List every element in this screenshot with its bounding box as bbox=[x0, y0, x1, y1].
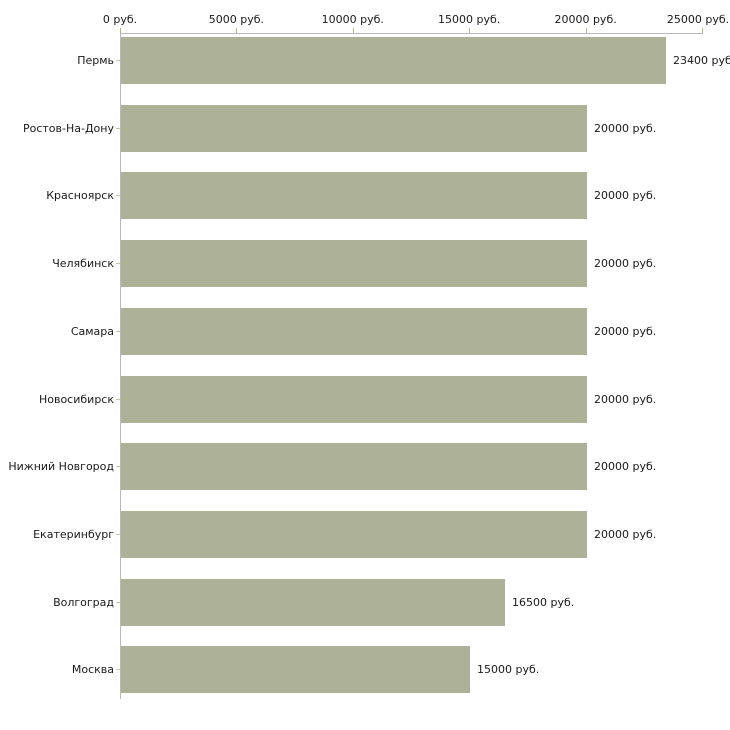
x-axis-tick-mark bbox=[469, 28, 471, 33]
bar bbox=[121, 579, 505, 626]
category-tick-mark bbox=[116, 466, 120, 467]
category-tick-mark bbox=[116, 534, 120, 535]
value-label: 20000 руб. bbox=[594, 189, 657, 202]
category-label: Ростов-На-Дону bbox=[22, 122, 114, 135]
x-axis-tick-mark bbox=[702, 28, 703, 33]
bar-row: Волгоград 16500 руб. bbox=[0, 579, 730, 626]
value-label: 16500 руб. bbox=[512, 596, 575, 609]
x-axis-tick-mark bbox=[585, 28, 587, 33]
bar bbox=[121, 376, 587, 423]
category-tick-mark bbox=[116, 331, 120, 332]
bar-row: Нижний Новгород 20000 руб. bbox=[0, 443, 730, 490]
category-label: Новосибирск bbox=[38, 393, 114, 406]
bar-row: Екатеринбург 20000 руб. bbox=[0, 511, 730, 558]
value-label: 20000 руб. bbox=[594, 460, 657, 473]
bar-row: Красноярск 20000 руб. bbox=[0, 172, 730, 219]
x-axis-tick-mark bbox=[236, 28, 238, 33]
category-tick-mark bbox=[116, 195, 120, 196]
x-axis-line bbox=[120, 33, 703, 34]
bar-row: Ростов-На-Дону 20000 руб. bbox=[0, 105, 730, 152]
value-label: 20000 руб. bbox=[594, 393, 657, 406]
bar bbox=[121, 37, 666, 84]
x-axis-tick-label: 5000 руб. bbox=[208, 13, 265, 26]
value-label: 23400 руб. bbox=[673, 54, 730, 67]
category-label: Волгоград bbox=[53, 596, 114, 609]
category-tick-mark bbox=[116, 399, 120, 400]
value-label: 20000 руб. bbox=[594, 325, 657, 338]
bar bbox=[121, 105, 587, 152]
bar bbox=[121, 511, 587, 558]
value-label: 15000 руб. bbox=[477, 663, 540, 676]
value-label: 20000 руб. bbox=[594, 257, 657, 270]
category-tick-mark bbox=[116, 263, 120, 264]
x-axis-tick-label: 20000 руб. bbox=[554, 13, 617, 26]
value-label: 20000 руб. bbox=[594, 528, 657, 541]
category-label: Нижний Новгород bbox=[8, 460, 114, 473]
bar-row: Москва 15000 руб. bbox=[0, 646, 730, 693]
bar-row: Самара 20000 руб. bbox=[0, 308, 730, 355]
category-tick-mark bbox=[116, 60, 120, 61]
category-label: Челябинск bbox=[52, 257, 114, 270]
category-tick-mark bbox=[116, 128, 120, 129]
bar bbox=[121, 308, 587, 355]
x-axis-tick-label: 0 руб. bbox=[102, 13, 138, 26]
bar bbox=[121, 443, 587, 490]
bar bbox=[121, 240, 587, 287]
x-axis-tick-label: 15000 руб. bbox=[438, 13, 501, 26]
bar-row: Новосибирск 20000 руб. bbox=[0, 376, 730, 423]
category-label: Самара bbox=[70, 325, 114, 338]
x-axis-tick-label: 10000 руб. bbox=[321, 13, 384, 26]
bar-row: Челябинск 20000 руб. bbox=[0, 240, 730, 287]
category-tick-mark bbox=[116, 669, 120, 670]
category-label: Красноярск bbox=[46, 189, 114, 202]
category-label: Москва bbox=[71, 663, 114, 676]
category-tick-mark bbox=[116, 602, 120, 603]
x-axis-tick-mark bbox=[352, 28, 354, 33]
category-label: Пермь bbox=[77, 54, 114, 67]
x-axis-tick-label: 25000 руб. bbox=[666, 13, 730, 26]
value-label: 20000 руб. bbox=[594, 122, 657, 135]
y-axis-line bbox=[120, 33, 121, 699]
category-label: Екатеринбург bbox=[33, 528, 114, 541]
bar bbox=[121, 172, 587, 219]
bar bbox=[121, 646, 470, 693]
x-axis-tick-mark bbox=[120, 28, 121, 33]
bar-row: Пермь 23400 руб. bbox=[0, 37, 730, 84]
